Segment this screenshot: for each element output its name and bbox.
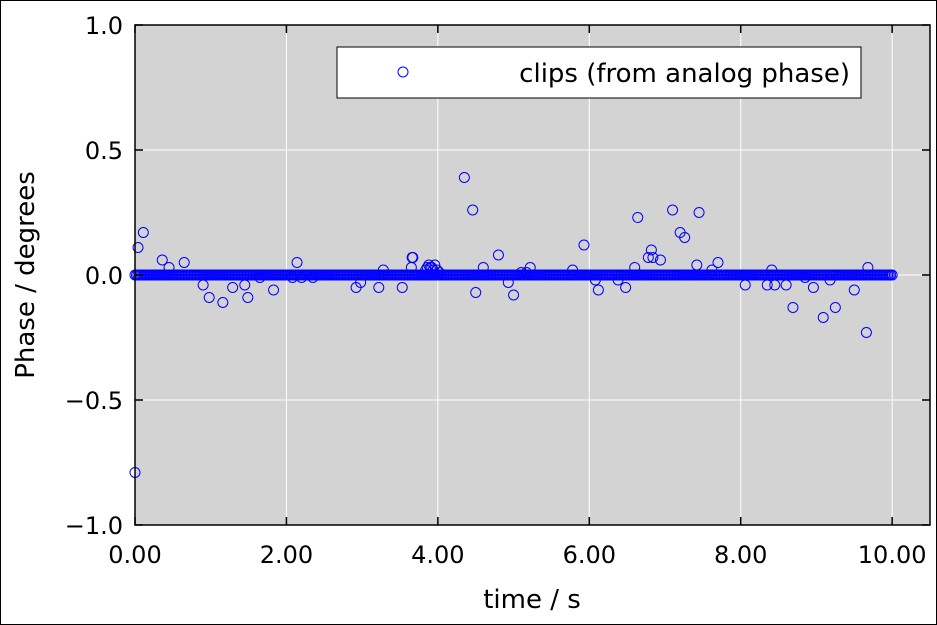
data-point [799,272,811,283]
data-point [307,272,319,283]
x-tick-label: 2.00 [260,541,313,569]
data-point [769,279,781,291]
x-tick-label: 6.00 [563,541,616,569]
data-point [766,264,778,276]
data-point [458,172,470,183]
data-point [848,284,860,296]
data-point [286,272,298,283]
data-point [203,292,215,303]
data-point [426,262,438,273]
data-point [620,282,632,293]
data-point [807,282,819,293]
data-point [578,239,590,251]
data-point [217,297,229,308]
data-point [679,232,691,243]
data-point [592,284,604,296]
data-point [693,207,705,218]
data-point [254,272,266,283]
data-point [227,282,239,293]
axis-ticks [134,24,930,526]
data-point [860,327,872,338]
data-point [691,259,703,271]
data-point [132,242,144,253]
data-point [291,257,303,268]
data-point [524,262,536,273]
data-point [739,279,751,291]
data-points [129,172,898,478]
data-point [502,277,514,288]
data-point [706,264,718,276]
data-point [470,287,482,298]
x-tick-label: 10.00 [858,541,927,569]
data-point [373,282,385,293]
data-point [642,252,654,263]
data-point [492,249,504,261]
data-point [824,274,836,286]
data-point [589,274,601,286]
data-point [156,254,168,266]
data-point [629,262,641,273]
data-point [433,267,445,278]
data-point [567,264,579,276]
data-point [296,272,308,283]
data-point [886,269,898,281]
data-point [508,289,520,301]
data-point [163,262,175,273]
data-point [197,279,209,291]
data-point [467,204,479,216]
data-point [645,244,657,256]
x-tick-label: 0.00 [108,541,161,569]
data-point [780,279,792,291]
data-point [242,292,254,303]
x-tick-label: 4.00 [411,541,464,569]
data-point [712,257,724,268]
data-point [431,264,443,276]
tick-labels: 0.00 2.00 4.00 6.00 8.00 10.00 −1.0 −0.5 0.0 0.5 1… [65,12,927,569]
data-point [377,264,389,276]
data-point [612,274,624,286]
data-point [515,267,527,278]
x-tick-label: 8.00 [714,541,767,569]
data-point [548,269,560,281]
data-point [761,279,773,291]
legend-label: clips (from analog phase) [519,59,850,89]
data-point [647,252,659,263]
y-tick-label: 0.5 [85,137,123,165]
data-point [239,279,251,291]
y-tick-label: −0.5 [65,387,123,415]
data-point [178,257,190,268]
y-tick-label: 1.0 [85,12,123,40]
legend-box [336,46,862,99]
y-tick-label: −1.0 [65,512,123,540]
data-point [427,264,439,276]
data-point [137,227,149,238]
data-point [654,254,666,266]
data-point [396,282,408,293]
legend: clips (from analog phase) [336,46,862,99]
data-point [817,312,829,323]
data-point [407,252,419,263]
y-tick-label: 0.0 [85,262,123,290]
data-point [632,212,644,223]
x-axis-label: time / s [483,585,581,615]
data-point [477,262,489,273]
data-point [862,262,874,273]
data-point [268,284,280,296]
y-axis-label: Phase / degrees [11,171,41,379]
data-point [829,302,841,313]
data-point [355,277,367,288]
legend-marker [397,66,409,78]
data-point [787,302,799,313]
data-point [667,204,679,216]
